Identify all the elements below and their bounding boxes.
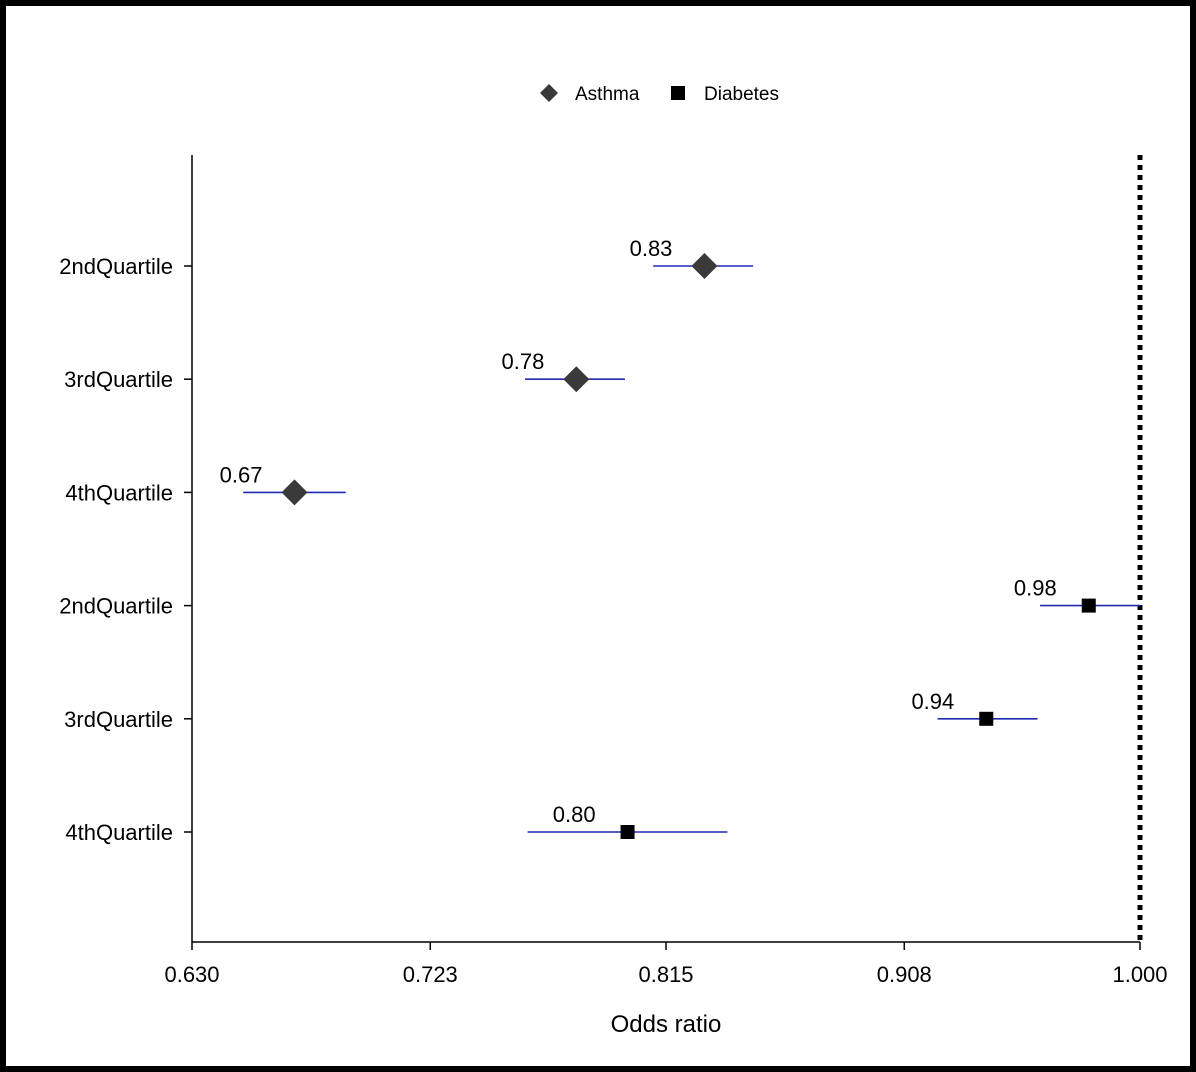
legend: Asthma Diabetes <box>540 84 779 105</box>
legend-label-diabetes: Diabetes <box>704 84 779 105</box>
x-tick-label: 0.723 <box>403 962 458 987</box>
value-label: 0.83 <box>630 236 673 261</box>
legend-label-asthma: Asthma <box>575 84 640 105</box>
legend-diamond-marker <box>540 84 558 102</box>
axes: 0.630 0.723 0.815 0.908 1.000 2ndQuartile 3rdQ… <box>59 155 1168 987</box>
x-tick-label: 1.000 <box>1112 962 1167 987</box>
value-label: 0.67 <box>220 462 263 487</box>
value-label: 0.80 <box>553 802 596 827</box>
asthma-diamond-marker <box>281 479 308 506</box>
diabetes-square-marker <box>979 711 994 726</box>
x-tick-label: 0.908 <box>877 962 932 987</box>
value-label: 0.94 <box>911 689 954 714</box>
category-label: 2ndQuartile <box>59 594 173 619</box>
value-label: 0.98 <box>1014 576 1057 601</box>
category-label: 2ndQuartile <box>59 254 173 279</box>
asthma-diamond-marker <box>691 253 718 279</box>
value-label: 0.78 <box>501 349 544 374</box>
category-label: 4thQuartile <box>65 820 173 845</box>
x-axis-title: Odds ratio <box>611 1011 722 1038</box>
x-tick-label: 0.815 <box>638 962 693 987</box>
legend-square-marker <box>671 86 685 100</box>
x-tick-label: 0.630 <box>164 962 219 987</box>
category-label: 3rdQuartile <box>64 707 173 732</box>
category-label: 3rdQuartile <box>64 367 173 392</box>
category-label: 4thQuartile <box>65 480 173 505</box>
diabetes-square-marker <box>1081 598 1096 613</box>
data-marks: 0.83 0.78 0.67 0.98 0.94 0.80 <box>220 236 1140 839</box>
asthma-diamond-marker <box>563 366 590 393</box>
diabetes-square-marker <box>620 825 635 839</box>
